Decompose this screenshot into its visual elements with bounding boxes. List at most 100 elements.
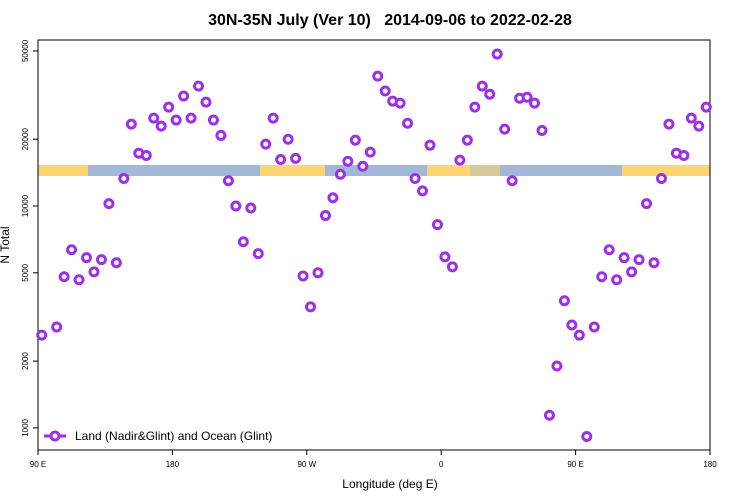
x-tick-label: 90 E <box>567 460 583 469</box>
data-point <box>409 173 421 185</box>
data-point <box>685 112 697 124</box>
surface-segment <box>260 165 325 176</box>
data-point <box>543 409 555 421</box>
data-point <box>125 118 137 130</box>
data-point <box>349 134 361 146</box>
y-tick-label: 5000 <box>21 263 30 281</box>
data-point <box>446 261 458 273</box>
data-point <box>170 114 182 126</box>
data-point <box>334 168 346 180</box>
data-point <box>611 274 623 286</box>
y-tick-label: 1000 <box>21 418 30 436</box>
data-point <box>215 129 227 141</box>
data-point <box>678 149 690 161</box>
surface-segment <box>38 165 88 176</box>
surface-segment <box>325 165 427 176</box>
data-point <box>66 244 78 256</box>
data-point <box>252 248 264 260</box>
data-point <box>140 149 152 161</box>
data-point <box>536 124 548 136</box>
data-point <box>342 155 354 167</box>
data-point <box>290 152 302 164</box>
legend-marker <box>49 430 61 442</box>
data-point <box>305 301 317 313</box>
data-point <box>663 118 675 130</box>
data-point <box>424 139 436 151</box>
surface-segment <box>622 165 710 176</box>
data-point <box>185 112 197 124</box>
data-point <box>200 96 212 108</box>
data-point <box>267 112 279 124</box>
data-point <box>379 85 391 97</box>
data-point <box>648 257 660 269</box>
data-point <box>155 120 167 132</box>
surface-segment <box>427 165 470 176</box>
surface-segment <box>470 165 500 176</box>
data-point <box>469 101 481 113</box>
y-tick-label: 20000 <box>21 128 30 151</box>
data-point <box>207 114 219 126</box>
data-point <box>655 173 667 185</box>
data-point <box>603 244 615 256</box>
data-point <box>551 360 563 372</box>
data-point <box>402 117 414 129</box>
surface-band <box>38 165 710 176</box>
surface-segment <box>500 165 622 176</box>
data-point <box>58 271 70 283</box>
data-point <box>319 210 331 222</box>
x-tick-label: 0 <box>439 460 444 469</box>
data-point <box>230 200 242 212</box>
y-tick-label: 50000 <box>21 39 30 62</box>
data-point <box>529 97 541 109</box>
x-tick-label: 90 E <box>30 460 46 469</box>
data-point <box>312 267 324 279</box>
x-tick-label: 180 <box>703 460 717 469</box>
data-point <box>521 91 533 103</box>
data-point <box>431 219 443 231</box>
data-point <box>118 173 130 185</box>
data-point <box>499 123 511 135</box>
data-point <box>237 236 249 248</box>
x-axis-label: Longitude (deg E) <box>342 477 437 491</box>
data-point <box>461 134 473 146</box>
data-point <box>95 254 107 266</box>
data-point <box>417 185 429 197</box>
surface-segment <box>88 165 260 176</box>
data-point <box>282 133 294 145</box>
x-tick-label: 90 W <box>297 460 316 469</box>
data-point <box>163 101 175 113</box>
data-point <box>506 175 518 187</box>
y-tick-label: 2000 <box>21 352 30 370</box>
data-point <box>36 329 48 341</box>
data-point <box>581 430 593 442</box>
data-point <box>148 112 160 124</box>
y-tick-label: 10000 <box>21 194 30 217</box>
legend-label: Land (Nadir&Glint) and Ocean (Glint) <box>75 429 272 443</box>
data-point <box>573 329 585 341</box>
data-point <box>454 154 466 166</box>
data-point <box>222 175 234 187</box>
data-point <box>73 274 85 286</box>
data-point <box>110 257 122 269</box>
x-tick-label: 180 <box>166 460 180 469</box>
data-point <box>245 202 257 214</box>
data-point <box>588 321 600 333</box>
data-point <box>178 90 190 102</box>
y-axis-label: N Total <box>0 226 12 263</box>
data-point <box>618 252 630 264</box>
data-point <box>626 266 638 278</box>
data-point <box>484 88 496 100</box>
data-point <box>641 198 653 210</box>
data-point <box>260 138 272 150</box>
data-point <box>566 319 578 331</box>
data-point <box>327 192 339 204</box>
data-point <box>693 120 705 132</box>
data-point <box>51 321 63 333</box>
data-point <box>103 198 115 210</box>
data-point <box>364 146 376 158</box>
data-point <box>596 271 608 283</box>
data-point <box>88 266 100 278</box>
data-point <box>372 70 384 82</box>
chart-title: 30N-35N July (Ver 10) 2014-09-06 to 2022… <box>208 12 572 29</box>
